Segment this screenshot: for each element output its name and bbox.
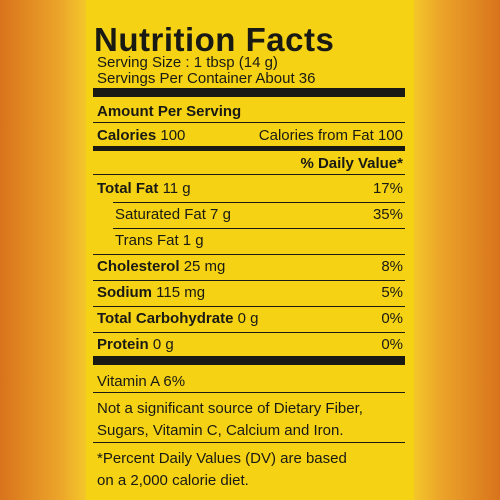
nutrient-amount: 25 mg <box>183 258 226 275</box>
rule <box>93 122 405 123</box>
daily-value: 0% <box>381 310 403 327</box>
rule <box>113 202 405 203</box>
nutrient-label: Sodium 115 mg <box>97 284 205 302</box>
nutrient-label: Cholesterol 25 mg <box>97 258 225 276</box>
nutrient-name: Total Fat <box>97 180 159 197</box>
daily-value: 5% <box>381 284 403 301</box>
nutrient-label: Total Fat 11 g <box>97 180 191 198</box>
note-line: Sugars, Vitamin C, Calcium and Iron. <box>97 422 344 439</box>
daily-value: 35% <box>372 206 403 223</box>
nutrient-name: Sodium <box>97 284 152 301</box>
daily-value-header: % Daily Value* <box>300 155 403 172</box>
nutrient-amount: 0 g <box>152 336 174 353</box>
nutrient-label: Protein 0 g <box>97 336 174 354</box>
rule <box>93 254 405 255</box>
footnote-line: *Percent Daily Values (DV) are based <box>97 450 347 467</box>
rule <box>93 332 405 333</box>
footnote-line: on a 2,000 calorie diet. <box>97 472 249 489</box>
calories-from-fat: Calories from Fat 100 <box>258 127 403 144</box>
rule <box>113 228 405 229</box>
calories-value: 100 <box>160 127 186 144</box>
nutrient-amount: 0 g <box>237 310 259 327</box>
servings-per-container: Servings Per Container About 36 <box>97 70 316 87</box>
daily-value: 17% <box>372 180 403 197</box>
nutrient-label: Trans Fat 1 g <box>115 232 204 250</box>
calories: Calories 100 <box>97 127 185 145</box>
nutrient-amount: 11 g <box>162 180 191 197</box>
rule <box>93 174 405 175</box>
vitamins: Vitamin A 6% <box>97 373 186 390</box>
nutrient-amount: 115 mg <box>156 284 206 301</box>
rule <box>93 280 405 281</box>
thick-rule <box>93 88 405 97</box>
nutrient-label: Total Carbohydrate 0 g <box>97 310 258 328</box>
thick-rule <box>93 356 405 365</box>
label-panel <box>86 0 414 500</box>
serving-size: Serving Size : 1 tbsp (14 g) <box>97 54 278 71</box>
nutrient-name: Saturated Fat 7 g <box>115 206 231 223</box>
nutrient-name: Protein <box>97 336 149 353</box>
nutrient-label: Saturated Fat 7 g <box>115 206 231 224</box>
nutrient-name: Cholesterol <box>97 258 180 275</box>
note-line: Not a significant source of Dietary Fibe… <box>97 400 363 417</box>
rule <box>93 306 405 307</box>
medium-rule <box>93 146 405 151</box>
title: Nutrition Facts <box>94 21 335 58</box>
rule <box>93 392 405 393</box>
nutrient-name: Trans Fat 1 g <box>115 232 204 249</box>
rule <box>93 442 405 443</box>
daily-value: 8% <box>381 258 403 275</box>
daily-value: 0% <box>381 336 403 353</box>
nutrient-name: Total Carbohydrate <box>97 310 234 327</box>
amount-per-serving: Amount Per Serving <box>97 103 242 120</box>
calories-label: Calories <box>97 127 157 144</box>
